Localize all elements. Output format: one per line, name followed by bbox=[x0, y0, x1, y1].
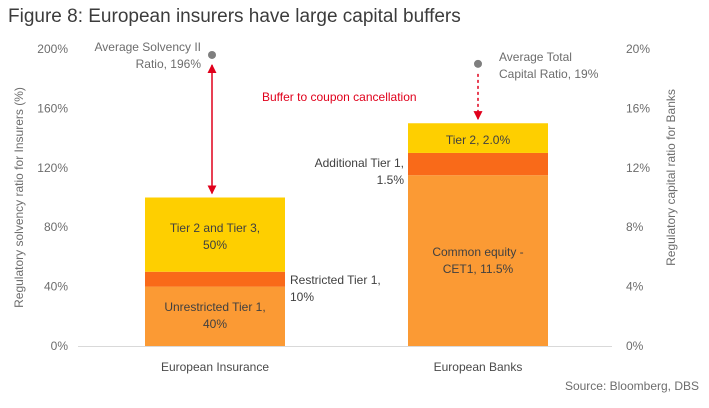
data-label: Tier 2 and Tier 3, 50% bbox=[170, 221, 260, 252]
average-marker bbox=[208, 50, 216, 59]
category-label: European Banks bbox=[434, 360, 523, 374]
bar-segment-unrestricted-tier-1 bbox=[145, 286, 285, 346]
chart-title: Figure 8: European insurers have large c… bbox=[8, 6, 461, 27]
left-tick-label: 80% bbox=[44, 220, 68, 234]
average-marker bbox=[474, 59, 482, 68]
right-tick-label: 8% bbox=[626, 220, 644, 234]
left-tick-label: 40% bbox=[44, 280, 68, 294]
average-label: Average Total Capital Ratio, 19% bbox=[499, 50, 599, 81]
bar-segment-tier-2 bbox=[408, 123, 548, 153]
bar-segment-restricted-tier-1 bbox=[145, 271, 285, 287]
right-axis-title: Regulatory capital ratio for Banks bbox=[664, 89, 678, 266]
right-tick-label: 4% bbox=[626, 280, 644, 294]
left-tick-label: 0% bbox=[51, 339, 69, 353]
bar-segment-common-equity-cet1 bbox=[408, 175, 548, 346]
bar-segment-tier-2-and-tier-3 bbox=[145, 197, 285, 272]
data-label: Common equity -CET1, 11.5% bbox=[432, 245, 523, 276]
data-label: Unrestricted Tier 1, 40% bbox=[164, 300, 265, 331]
bar-segment-additional-tier-1 bbox=[408, 152, 548, 176]
left-axis-title: Regulatory solvency ratio for Insurers (… bbox=[12, 87, 26, 308]
right-tick-label: 12% bbox=[626, 161, 650, 175]
left-tick-label: 200% bbox=[37, 42, 68, 56]
data-label: Additional Tier 1, 1.5% bbox=[315, 156, 405, 187]
right-tick-label: 16% bbox=[626, 101, 650, 115]
data-label: Restricted Tier 1, 10% bbox=[290, 273, 381, 304]
right-tick-label: 0% bbox=[626, 339, 644, 353]
left-tick-label: 120% bbox=[37, 161, 68, 175]
data-label: Tier 2, 2.0% bbox=[446, 133, 511, 147]
category-label: European Insurance bbox=[161, 360, 269, 374]
left-tick-label: 160% bbox=[37, 101, 68, 115]
buffer-annotation: Buffer to coupon cancellation bbox=[262, 90, 417, 104]
source-note: Source: Bloomberg, DBS bbox=[564, 379, 699, 393]
right-tick-label: 20% bbox=[626, 42, 650, 56]
average-label: Average Solvency II Ratio, 196% bbox=[94, 40, 201, 71]
